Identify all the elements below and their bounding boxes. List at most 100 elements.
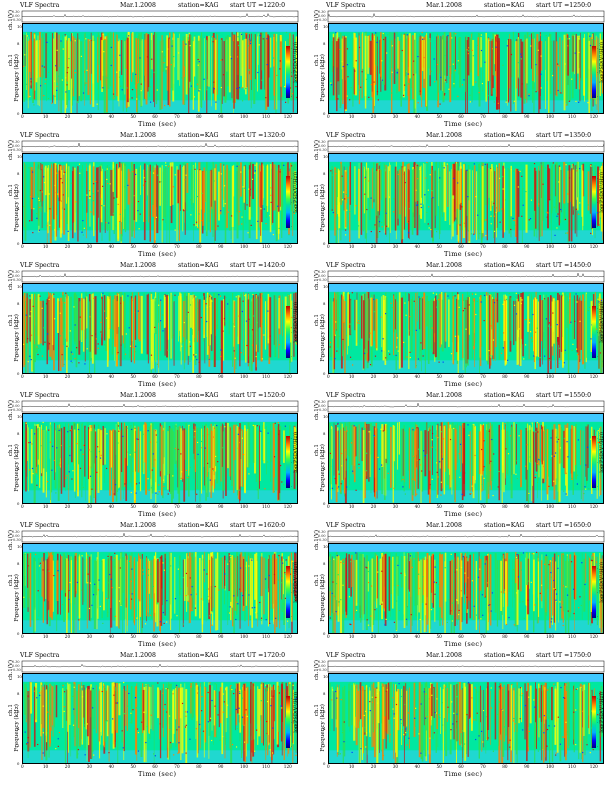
- spectral-burst: [517, 554, 520, 590]
- colorbar: [592, 566, 596, 618]
- spectral-speckle: [142, 184, 145, 186]
- spectral-burst: [182, 167, 184, 232]
- spectral-speckle: [457, 95, 459, 97]
- spectral-speckle: [89, 316, 91, 318]
- spectral-burst: [462, 164, 465, 239]
- spectral-burst: [26, 293, 28, 344]
- spectral-burst: [386, 551, 388, 618]
- spectral-speckle: [197, 64, 199, 66]
- spectral-burst: [354, 299, 356, 331]
- spectrogram-image: [328, 153, 604, 244]
- spectral-speckle: [217, 461, 219, 463]
- spectral-burst: [190, 295, 192, 328]
- spectral-speckle: [435, 449, 437, 451]
- colorbar-tick-label: -: [597, 590, 599, 594]
- spectrogram-panel: VLF Spectra Mar.1.2008 station=KAG start UT…: [314, 392, 605, 518]
- spectral-speckle: [185, 174, 187, 176]
- time-tick-label: 40: [414, 504, 420, 509]
- spectral-burst: [244, 428, 246, 494]
- spectral-burst: [400, 33, 402, 107]
- spectral-speckle: [571, 477, 573, 480]
- spectral-burst: [437, 295, 440, 360]
- spectral-burst: [451, 559, 454, 616]
- spectral-speckle: [483, 319, 485, 322]
- spectral-burst: [375, 170, 378, 216]
- spectral-burst: [553, 553, 556, 623]
- spectral-burst: [552, 298, 554, 332]
- spectral-speckle: [350, 561, 352, 563]
- spectral-speckle: [230, 685, 232, 687]
- spectral-burst: [182, 430, 184, 479]
- spectral-burst: [371, 558, 374, 632]
- spectral-speckle: [165, 68, 167, 70]
- spectral-speckle: [152, 463, 154, 465]
- time-tick-label: 90: [524, 374, 530, 379]
- spectral-burst: [472, 170, 473, 234]
- spectral-burst: [432, 300, 435, 355]
- frequency-axis-label: ch.1 Frequency (kHz): [8, 184, 23, 232]
- frequency-tick-label: 4: [323, 335, 326, 341]
- spectral-speckle: [457, 62, 459, 64]
- spectral-burst: [363, 557, 365, 615]
- spectral-speckle: [381, 226, 383, 228]
- spectral-speckle: [602, 70, 603, 72]
- spectral-burst: [339, 560, 343, 633]
- spectral-speckle: [409, 330, 411, 332]
- spectral-burst: [170, 552, 172, 619]
- spectral-speckle: [102, 622, 104, 625]
- time-tick-label: 60: [152, 504, 158, 509]
- panel-header: VLF Spectra Mar.1.2008 station=KAG start UT…: [314, 392, 604, 401]
- spectral-burst: [416, 427, 417, 468]
- spectral-speckle: [419, 90, 421, 92]
- spectral-speckle: [237, 433, 239, 435]
- spectral-speckle: [100, 198, 102, 200]
- spectral-speckle: [345, 334, 348, 337]
- spectral-speckle: [337, 422, 339, 424]
- spectral-speckle: [505, 99, 507, 102]
- spectral-speckle: [295, 86, 297, 88]
- panel-start-time: start UT =1650:0: [536, 522, 592, 529]
- spectral-burst: [506, 431, 509, 475]
- spectral-speckle: [230, 215, 233, 217]
- spectral-speckle: [240, 352, 242, 354]
- spectral-burst: [202, 171, 205, 226]
- time-tick-label: 110: [261, 634, 270, 639]
- spectral-speckle: [57, 570, 59, 572]
- spectral-burst: [105, 297, 108, 351]
- spectral-burst: [276, 681, 279, 745]
- spectral-burst: [518, 301, 520, 338]
- spectrogram-image: [22, 413, 298, 504]
- spectral-speckle: [431, 446, 433, 448]
- spectral-speckle: [473, 163, 475, 165]
- spectral-speckle: [345, 459, 347, 461]
- spectral-speckle: [521, 554, 523, 556]
- spectral-speckle: [502, 188, 504, 190]
- spectral-burst: [391, 32, 393, 69]
- spectral-speckle: [44, 341, 46, 343]
- time-tick-label: 10: [42, 374, 49, 379]
- spectral-speckle: [338, 473, 340, 475]
- spectral-burst: [362, 553, 364, 631]
- spectral-burst: [24, 301, 27, 373]
- spectral-speckle: [53, 459, 55, 462]
- spectral-speckle: [239, 691, 241, 693]
- spectral-burst: [29, 164, 31, 207]
- spectral-burst: [586, 32, 589, 100]
- spectral-burst: [537, 423, 540, 466]
- spectral-burst: [366, 292, 368, 354]
- spectral-burst: [600, 299, 602, 341]
- spectral-speckle: [549, 60, 551, 63]
- spectral-speckle: [496, 567, 499, 569]
- spectral-burst: [162, 431, 164, 499]
- spectral-speckle: [226, 704, 229, 706]
- spectral-speckle: [381, 603, 383, 605]
- spectral-speckle: [219, 295, 222, 297]
- time-tick-label: 0: [21, 114, 24, 119]
- spectral-speckle: [182, 576, 184, 579]
- panel-title: VLF Spectra: [20, 392, 60, 399]
- frequency-tick-label: 0: [17, 370, 20, 376]
- time-tick-label: 10: [42, 504, 49, 509]
- spectral-speckle: [149, 441, 151, 443]
- spectral-burst: [210, 169, 212, 207]
- spectral-speckle: [495, 211, 497, 214]
